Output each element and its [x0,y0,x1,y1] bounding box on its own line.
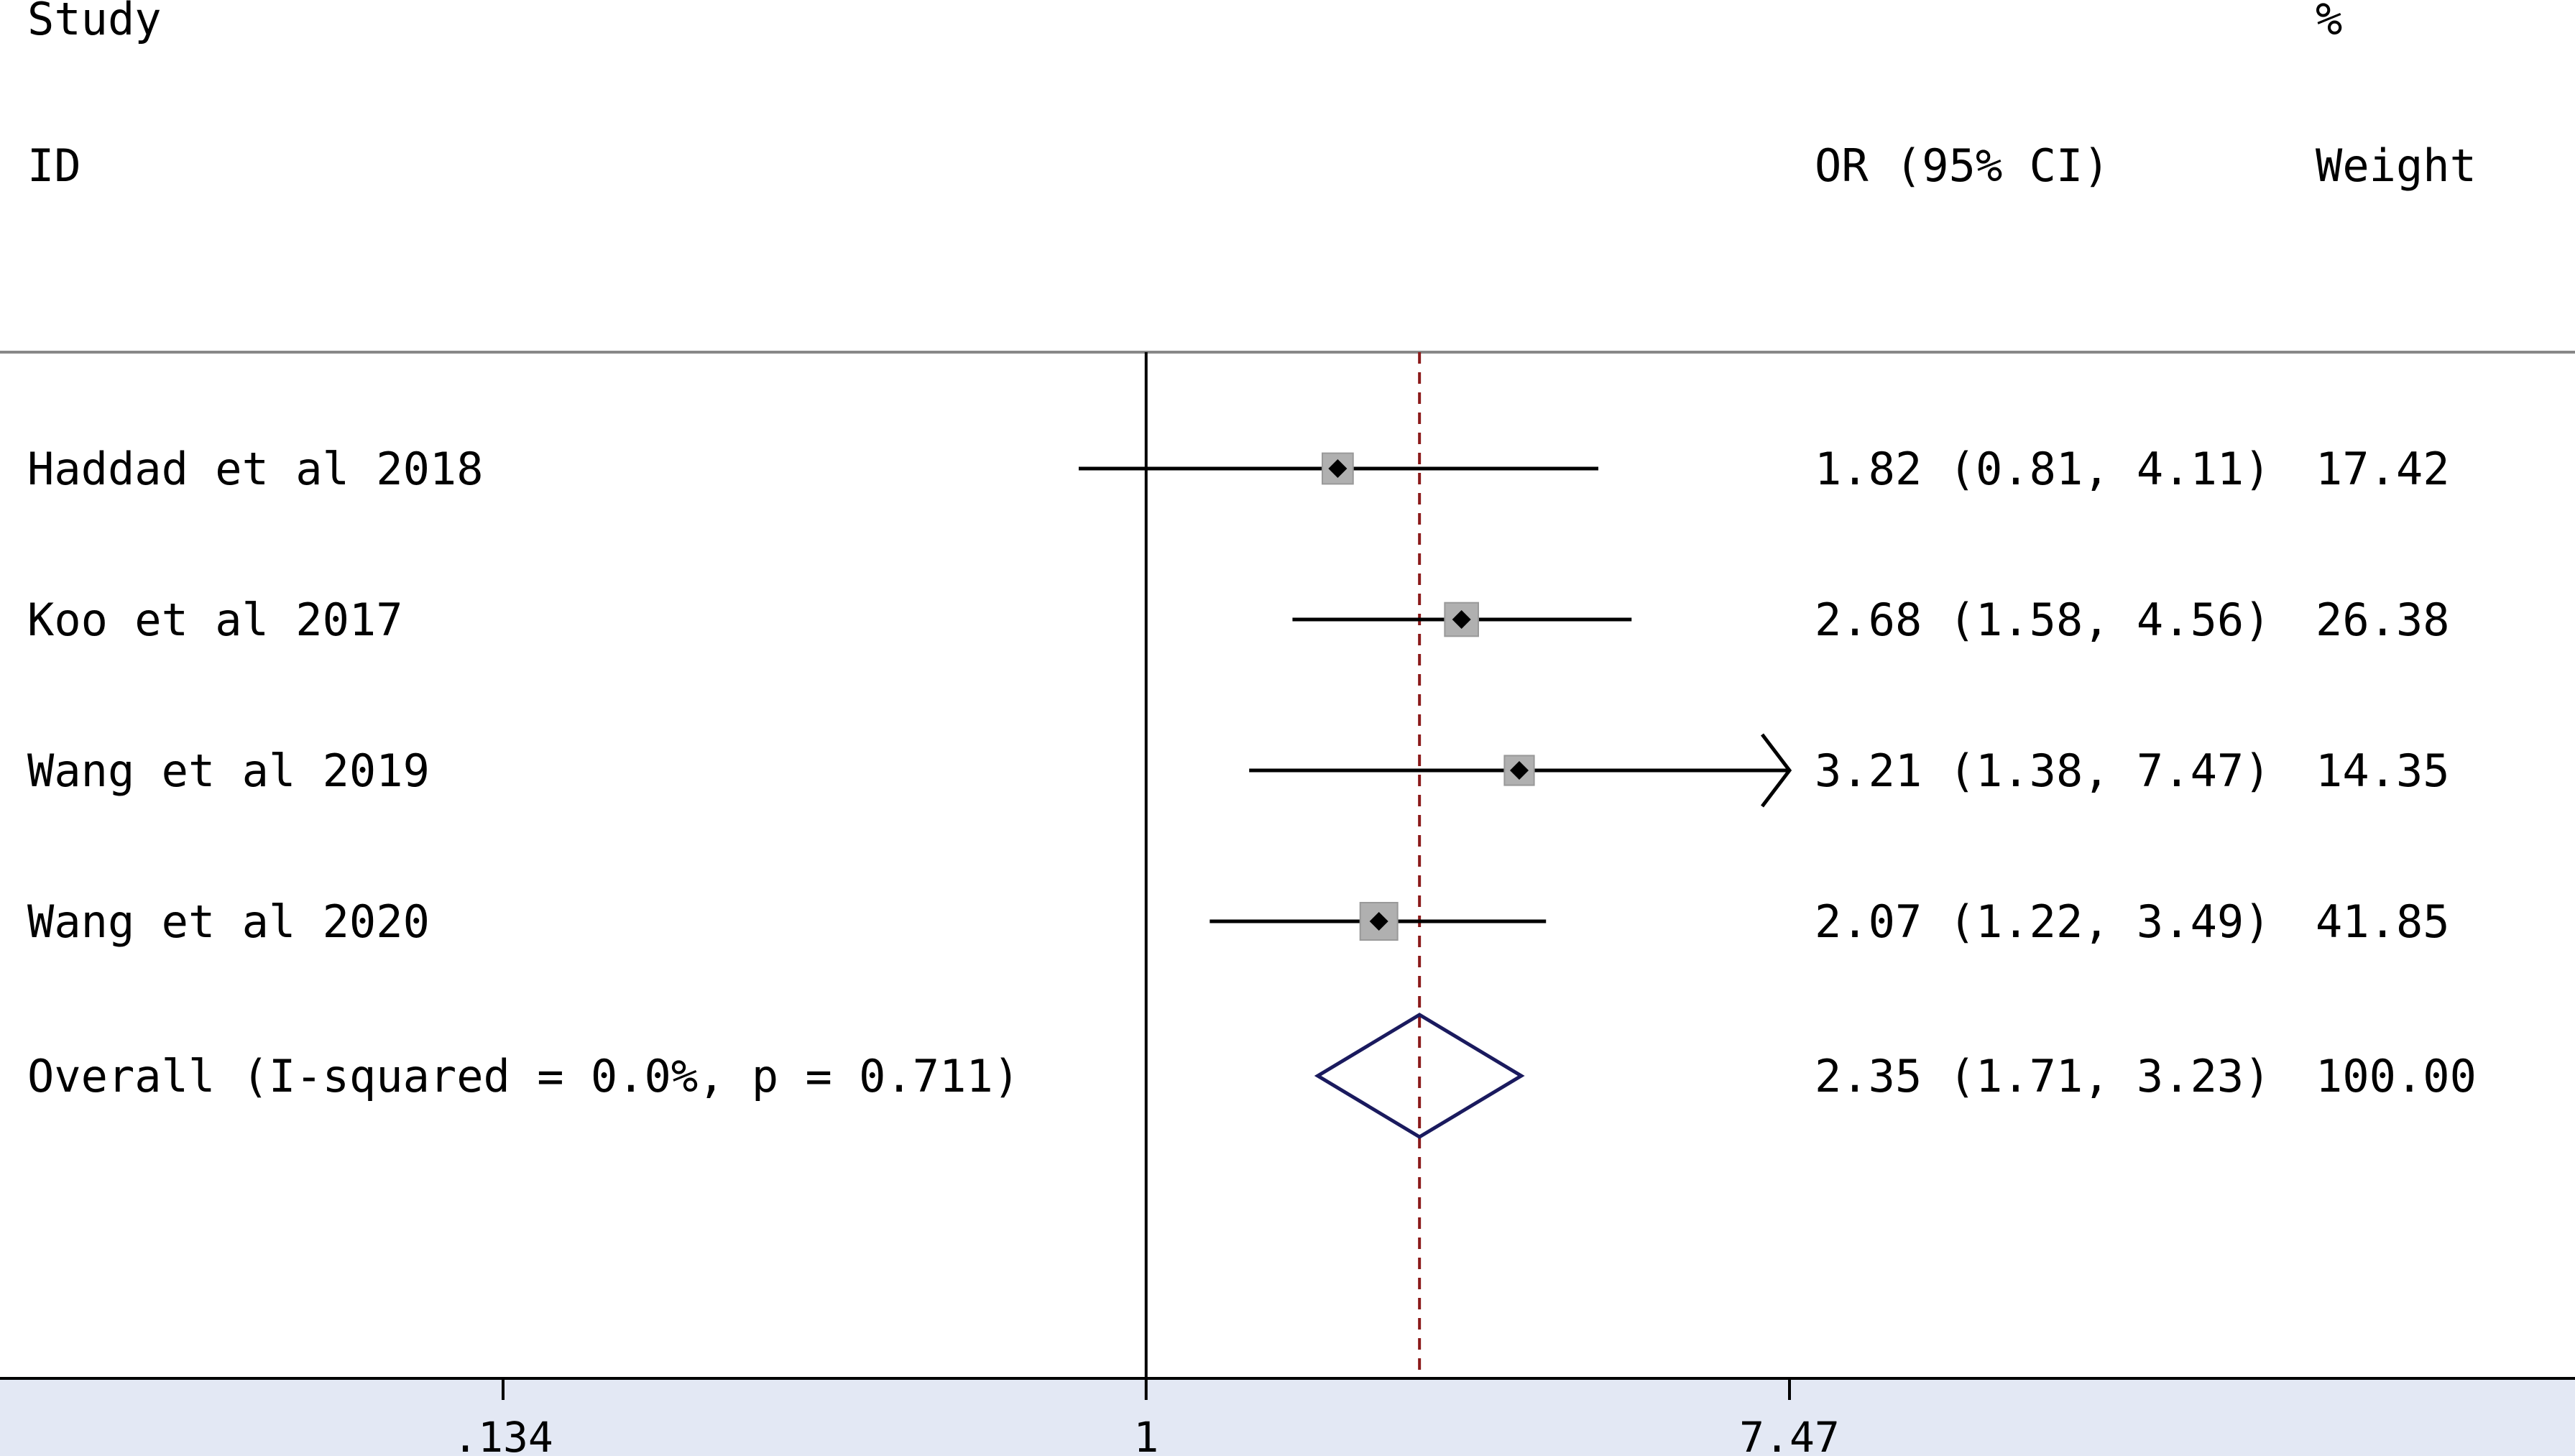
weight-value: 17.42 [2316,443,2450,495]
study-label: Wang et al 2020 [27,895,430,948]
axis-band [0,1378,2575,1456]
overall-weight-value: 100.00 [2316,1050,2477,1102]
header-percent: % [2316,0,2342,45]
or-ci-value: 1.82 (0.81, 4.11) [1815,443,2271,495]
ci-arrow [1761,733,1792,808]
point-estimate [1509,761,1529,780]
point-estimate [1452,610,1471,629]
study-label: Wang et al 2019 [27,745,430,797]
x-tick-label: .134 [453,1413,553,1456]
header-or-ci: OR (95% CI) [1815,139,2110,192]
weight-value: 14.35 [2316,745,2450,797]
overall-or-ci-value: 2.35 (1.71, 3.23) [1815,1050,2271,1102]
header-weight: Weight [2316,139,2477,192]
x-tick-label: 1 [1133,1413,1158,1456]
header-id: ID [27,139,81,192]
overall-label: Overall (I-squared = 0.0%, p = 0.711) [27,1050,1020,1102]
point-estimate [1369,912,1388,931]
or-ci-value: 2.68 (1.58, 4.56) [1815,594,2271,646]
weight-value: 26.38 [2316,594,2450,646]
x-tick-label: 7.47 [1739,1413,1840,1456]
study-label: Haddad et al 2018 [27,443,484,495]
or-ci-value: 3.21 (1.38, 7.47) [1815,745,2271,797]
or-ci-value: 2.07 (1.22, 3.49) [1815,895,2271,948]
header-study: Study [27,0,162,45]
overall-diamond [1314,1013,1525,1139]
point-estimate [1328,459,1348,478]
weight-value: 41.85 [2316,895,2450,948]
study-label: Koo et al 2017 [27,594,403,646]
